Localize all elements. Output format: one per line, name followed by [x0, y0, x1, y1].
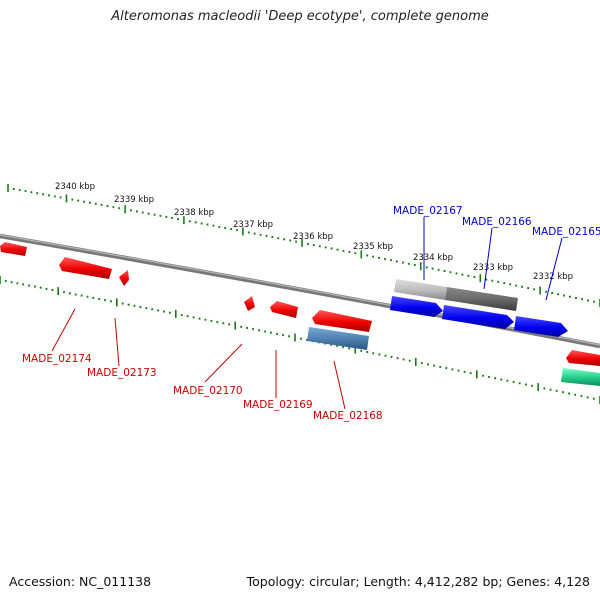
- tick-label-2335: 2335 kbp: [353, 242, 393, 252]
- gene-feature-reverse[interactable]: [59, 257, 112, 279]
- accession-text: Accession: NC_011138: [9, 574, 152, 589]
- tick-label-2334: 2334 kbp: [413, 253, 453, 263]
- gene-label-made-02167[interactable]: MADE_02167: [393, 205, 463, 217]
- other-feature[interactable]: [561, 368, 600, 386]
- forward-strand-features: [390, 296, 568, 337]
- genome-summary-text: Topology: circular; Length: 4,412,282 bp…: [246, 574, 590, 589]
- gene-label-made-02168[interactable]: MADE_02168: [313, 410, 383, 422]
- gene-label-made-02169[interactable]: MADE_02169: [243, 399, 313, 411]
- leader-line: [114, 317, 120, 367]
- leader-line: [204, 343, 243, 383]
- reverse-strand-features: [0, 242, 600, 366]
- gene-feature-forward[interactable]: [514, 316, 568, 337]
- gene-label-made-02174[interactable]: MADE_02174: [22, 353, 92, 365]
- map-title: Alteromonas macleodii 'Deep ecotype', co…: [111, 9, 489, 24]
- tick-label-2337: 2337 kbp: [233, 220, 273, 230]
- tick-label-2340: 2340 kbp: [55, 182, 95, 192]
- gene-label-made-02170[interactable]: MADE_02170: [173, 385, 243, 397]
- pseudo-gene-feature-light[interactable]: [394, 279, 447, 300]
- genome-backbone: [0, 233, 600, 349]
- leader-line: [333, 360, 346, 410]
- gene-feature-reverse[interactable]: [270, 301, 298, 318]
- gene-feature-forward[interactable]: [442, 305, 514, 329]
- tick-label-2333: 2333 kbp: [473, 263, 513, 273]
- tick-label-2332: 2332 kbp: [533, 272, 573, 282]
- top-gene-labels: MADE_02167 MADE_02166 MADE_02165: [393, 205, 600, 301]
- leader-line: [545, 237, 563, 301]
- tick-label-2336: 2336 kbp: [293, 232, 333, 242]
- bottom-gene-labels: MADE_02174 MADE_02173 MADE_02170 MADE_02…: [22, 308, 383, 422]
- gene-label-made-02173[interactable]: MADE_02173: [87, 367, 157, 379]
- gene-label-made-02165[interactable]: MADE_02165: [532, 226, 600, 238]
- gene-feature-reverse[interactable]: [244, 296, 255, 311]
- gene-feature-reverse[interactable]: [119, 270, 129, 286]
- gene-feature-reverse[interactable]: [312, 310, 372, 332]
- gene-feature-reverse[interactable]: [0, 242, 27, 256]
- gene-feature-forward[interactable]: [390, 296, 443, 317]
- ruler-top: [7, 184, 600, 307]
- tick-labels: 2340 kbp 2339 kbp 2338 kbp 2337 kbp 2336…: [55, 182, 573, 282]
- tick-label-2339: 2339 kbp: [114, 195, 154, 205]
- tick-label-2338: 2338 kbp: [174, 208, 214, 218]
- gene-feature-reverse[interactable]: [566, 350, 600, 366]
- pseudo-gene-feature-dark[interactable]: [445, 287, 518, 311]
- ruler-bottom: [0, 276, 600, 404]
- leader-line: [51, 308, 76, 352]
- gene-label-made-02166[interactable]: MADE_02166: [462, 216, 532, 228]
- rna-feature[interactable]: [307, 327, 369, 350]
- leader-line: [483, 227, 493, 290]
